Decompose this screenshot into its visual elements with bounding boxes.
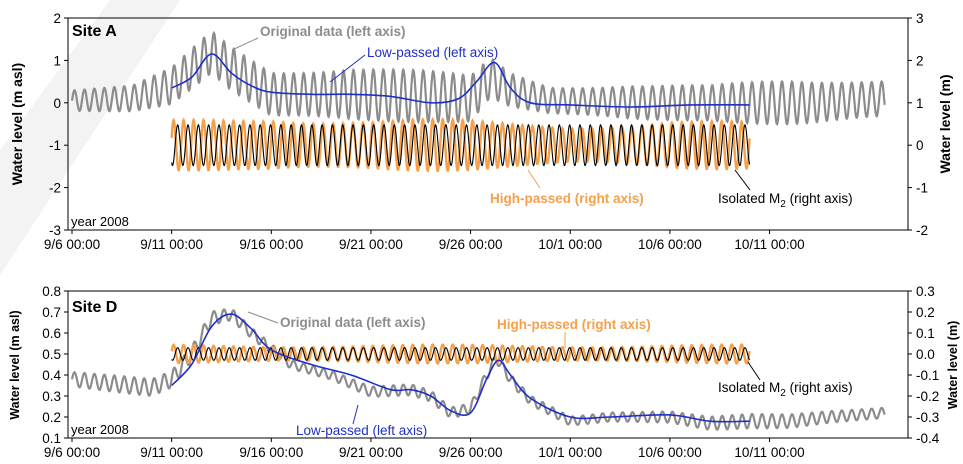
series-original-data [70, 308, 886, 431]
series-original-data [70, 30, 886, 126]
left-y-tick-label: 2 [53, 11, 61, 26]
x-tick-label: 9/21 00:00 [339, 445, 403, 460]
left-y-tick-label: 0 [53, 96, 61, 111]
right-y-tick-label: 2 [916, 53, 924, 68]
y-axis-label-left-a: Water level (m asl) [9, 63, 25, 185]
left-y-ticks-d: 0.1 0.2 0.3 0.4 0.5 0.6 0.7 0.8 [42, 284, 68, 446]
left-y-tick-label: -2 [49, 181, 61, 196]
x-tick-label: 10/11 00:00 [734, 445, 804, 460]
x-tick-label: 10/1 00:00 [538, 445, 602, 460]
annotation-low-d: Low-passed (left axis) [296, 423, 427, 438]
annotation-m2-suffix-d: (right axis) [786, 380, 853, 395]
leader-original-d [247, 311, 279, 324]
x-tick-label: 10/6 00:00 [638, 237, 702, 252]
right-y-tick-label: 0.0 [916, 347, 935, 362]
x-tick-label: 9/6 00:00 [44, 445, 100, 460]
left-y-tick-label: 0.4 [42, 368, 61, 383]
left-y-tick-label: 0.5 [42, 347, 61, 362]
x-tick-label: 9/11 00:00 [140, 237, 203, 252]
right-y-tick-label: -1 [916, 181, 928, 196]
leader-m2-d [747, 361, 761, 381]
right-y-tick-label: 0.1 [916, 326, 935, 341]
x-tick-label: 9/6 00:00 [44, 237, 100, 252]
x-tick-label: 9/16 00:00 [239, 237, 303, 252]
year-note-a: year 2008 [71, 214, 129, 229]
panel-site-d: 0.10.20.30.40.50.60.70.8 -0.4-0.3-0.2-0.… [8, 284, 960, 460]
series-group-a [70, 30, 886, 173]
annotation-high-d: High-passed (right axis) [497, 317, 651, 332]
right-y-tick-label: 3 [916, 11, 924, 26]
annotation-m2-sub: 2 [780, 199, 786, 210]
y-axis-label-left-d: Water level (m asl) [8, 310, 22, 419]
x-ticks-d: 9/6 00:00 9/11 00:00 9/16 00:00 9/21 00:00 9… [44, 438, 805, 460]
series-group-d [70, 308, 886, 431]
annotation-m2-d: Isolated M2 (right axis) [718, 380, 853, 399]
series-low-passed [171, 53, 750, 108]
x-ticks-a: 9/6 00:00 9/11 00:00 9/16 00:00 9/21 00:00 9… [44, 230, 805, 252]
left-y-tick-label: 0.7 [42, 305, 61, 320]
leader-low-d [352, 404, 359, 425]
right-y-tick-label: 0.3 [916, 284, 935, 299]
x-tick-label: 9/26 00:00 [439, 445, 503, 460]
annotation-m2-prefix-d: Isolated M [718, 380, 780, 395]
x-tick-label: 10/6 00:00 [638, 445, 702, 460]
leader-high-a [527, 169, 541, 189]
annotation-original-d: Original data (left axis) [280, 315, 426, 330]
annotation-high-a: High-passed (right axis) [490, 191, 644, 206]
left-y-ticks-a: -3 -2 -1 0 1 2 [49, 11, 68, 238]
right-y-tick-label: 0.2 [916, 305, 935, 320]
right-y-tick-label: -0.1 [916, 368, 939, 383]
x-tick-label: 9/11 00:00 [140, 445, 203, 460]
left-y-tick-label: 0.6 [42, 326, 61, 341]
left-y-tick-label: 0.2 [42, 410, 61, 425]
x-tick-label: 10/1 00:00 [538, 237, 602, 252]
left-y-tick-label: -1 [49, 138, 61, 153]
right-y-tick-label: 1 [916, 96, 924, 111]
left-y-tick-label: 0.8 [42, 284, 61, 299]
right-y-ticks-a: -2 -1 0 1 2 3 [908, 11, 928, 238]
y-axis-label-right-d: Water level (m) [946, 321, 960, 409]
right-y-tick-label: -0.4 [916, 431, 940, 446]
left-y-tick-label: 0.1 [42, 431, 61, 446]
leader-m2-a [734, 169, 751, 191]
annotation-m2-sub-d: 2 [780, 388, 786, 399]
right-y-tick-label: -0.3 [916, 410, 939, 425]
annotation-original-a: Original data (left axis) [260, 24, 406, 39]
plot-frame-d [67, 290, 909, 439]
x-tick-label: 9/26 00:00 [439, 237, 503, 252]
right-y-tick-label: 0 [916, 138, 924, 153]
series-low-passed [171, 313, 750, 423]
annotation-m2-prefix: Isolated M [718, 191, 780, 206]
x-tick-label: 9/16 00:00 [239, 445, 303, 460]
series-isolated-m2 [171, 347, 751, 361]
left-y-tick-label: 1 [53, 53, 61, 68]
annotation-m2-suffix: (right axis) [786, 191, 853, 206]
leader-original-a [231, 37, 259, 51]
right-y-tick-label: -0.2 [916, 389, 939, 404]
series-isolated-m2 [171, 123, 751, 167]
right-y-ticks-d: -0.4 -0.3 -0.2 -0.1 0.0 0.1 0.2 0.3 [908, 284, 940, 446]
annotation-low-a: Low-passed (left axis) [367, 45, 498, 60]
x-tick-label: 9/21 00:00 [339, 237, 403, 252]
right-y-tick-label: -2 [916, 223, 928, 238]
y-axis-label-right-a: Water level (m) [937, 74, 953, 173]
left-y-tick-label: -3 [49, 223, 61, 238]
panel-title-d: Site D [72, 299, 117, 316]
leader-low-a [329, 54, 366, 83]
left-y-tick-label: 0.3 [42, 389, 61, 404]
background-band [0, 0, 180, 275]
x-tick-label: 10/11 00:00 [734, 237, 804, 252]
annotation-m2-a: Isolated M2 (right axis) [718, 191, 853, 210]
plot-frame-a [67, 17, 909, 231]
year-note-d: year 2008 [71, 422, 129, 437]
panel-title-a: Site A [72, 23, 117, 40]
